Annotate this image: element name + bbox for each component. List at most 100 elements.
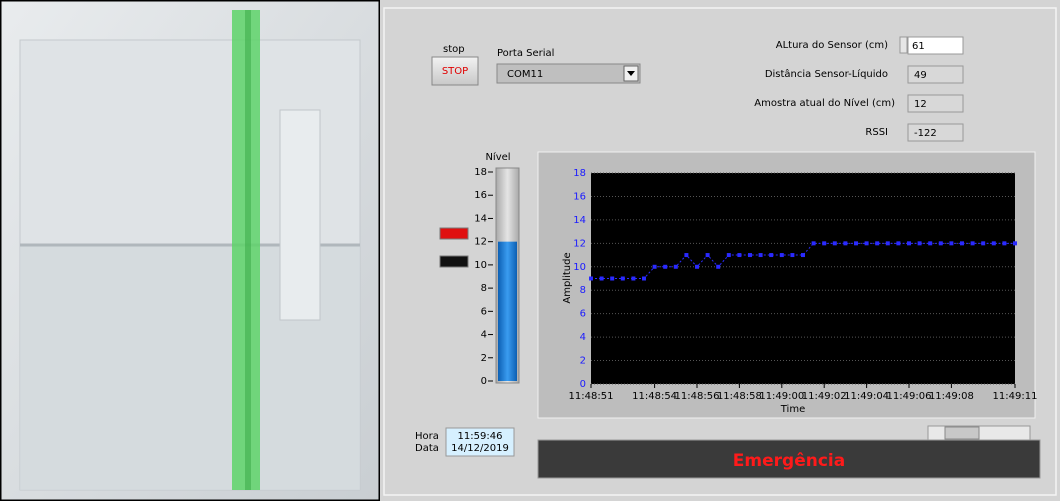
y-tick-label: 0 [580,379,586,390]
x-tick-label: 11:48:56 [675,391,720,402]
point [589,276,593,281]
rssi: -122 [914,128,937,139]
tank-tick-label: 0 [481,376,487,387]
point [695,264,699,269]
x-tick-label: 11:48:54 [632,391,677,402]
y-tick-label: 12 [573,238,586,249]
y-tick-label: 8 [580,285,586,296]
distance: 49 [914,70,927,81]
point [928,241,933,246]
time: 11:59:46 [458,431,503,442]
point [620,276,625,281]
point [981,241,986,246]
x-tick-label: 11:49:02 [802,391,847,402]
data-label: Data [415,443,439,454]
rssi-label: RSSI [865,127,888,138]
tank-title: Nível [485,151,510,163]
tank-level [498,241,517,381]
y-tick-label: 6 [580,309,586,320]
point [811,241,816,246]
clock-box [445,427,515,457]
y-tick-label: 14 [573,215,586,226]
point [663,264,668,269]
point [843,241,848,246]
point [1013,241,1017,246]
tank-tick-label: 10 [474,260,487,271]
tank-tick-label: 18 [474,167,487,178]
point [885,241,890,246]
point [960,241,964,246]
point [673,264,678,269]
point [875,241,880,246]
point [642,276,646,281]
tank-tick-label: 6 [481,306,487,317]
point [917,241,922,246]
sensor-height-label: ALtura do Sensor (cm) [776,40,888,51]
point [949,241,954,246]
tank-tick-label: 16 [474,190,487,201]
point [726,253,731,258]
x-tick-label: 11:48:51 [569,391,614,402]
x-tick-label: 11:49:00 [759,391,804,402]
x-tick-label: 11:49:08 [929,391,974,402]
serial-dropdown[interactable] [496,63,641,84]
distance-box [907,65,964,84]
rssi-box [907,123,964,142]
hora-label: Hora [415,431,439,442]
point [610,276,615,281]
point [896,241,901,246]
stop-button[interactable] [431,56,479,86]
y-tick-label: 10 [573,262,586,273]
point [684,253,689,258]
point [1002,241,1007,246]
point [631,276,636,281]
y-tick-label: 16 [573,191,586,202]
tank-tick-label: 2 [481,353,487,364]
stop-label: stop [443,44,465,55]
point [854,241,858,246]
x-axis-title: Time [780,404,805,415]
x-tick-label: 11:49:06 [887,391,932,402]
point [790,253,795,258]
x-tick-label: 11:48:58 [717,391,762,402]
tank-tick-label: 12 [474,237,487,248]
series-line [591,242,1015,279]
y-tick-label: 2 [580,356,586,367]
led-red [439,227,469,240]
point [970,241,975,246]
arrow-icon [627,71,635,76]
date: 14/12/2019 [451,443,509,454]
status: Emergência [733,451,845,471]
tank-tick-label: 8 [481,283,487,294]
led-black [439,255,469,268]
sensor-height[interactable]: 61 [912,41,925,52]
point [716,264,721,269]
stop-button-text[interactable]: STOP [442,66,468,77]
level-box [907,94,964,113]
point [652,264,657,269]
point [748,253,752,258]
y-tick-label: 4 [580,332,586,343]
level: 12 [914,99,927,110]
point [864,241,869,246]
scroll-thumb[interactable] [944,426,980,440]
y-tick-label: 18 [573,168,586,179]
tank-tick-label: 14 [474,213,487,224]
serial-value[interactable]: COM11 [507,69,543,80]
point [737,253,742,258]
point [907,241,911,246]
tank-tick-label: 4 [481,330,487,341]
sensor-height-box[interactable] [907,36,964,55]
point [779,253,784,258]
point [832,241,837,246]
level-label: Amostra atual do Nível (cm) [754,97,895,109]
y-axis-title: Amplitude [562,252,573,303]
serial-label: Porta Serial [497,48,554,59]
plot-area [591,173,1015,384]
panel-frame [383,7,1057,496]
status-bar [537,439,1041,479]
point [705,253,710,258]
spin[interactable] [899,36,908,54]
point [801,253,805,258]
point [599,276,604,281]
